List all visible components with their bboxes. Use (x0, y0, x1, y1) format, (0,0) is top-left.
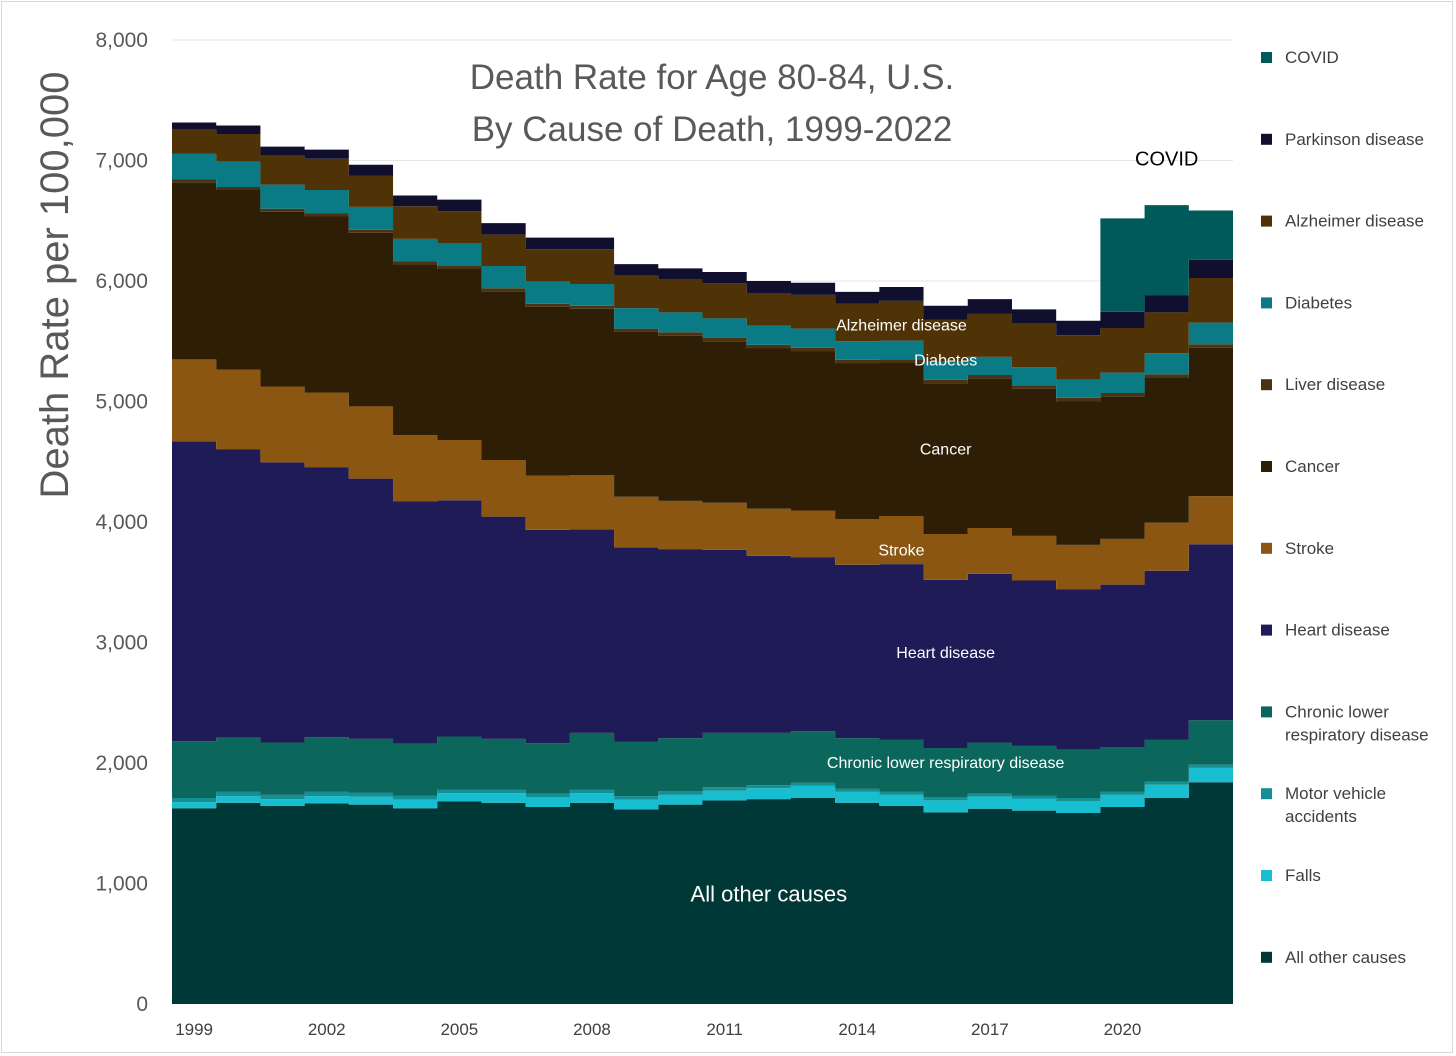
annotation-stroke: Stroke (878, 543, 924, 560)
legend-label: COVID (1285, 48, 1339, 67)
legend-item-heart-disease: Heart disease (1261, 621, 1390, 640)
x-tick-label: 2002 (308, 1020, 346, 1039)
x-tick-label: 2011 (706, 1020, 743, 1039)
y-tick-label: 1,000 (95, 873, 148, 896)
annotation-alzheimer-disease: Alzheimer disease (836, 317, 967, 334)
legend-label: Parkinson disease (1285, 130, 1424, 149)
series-area-parkinson-disease (172, 122, 1233, 336)
chart-subtitle: By Cause of Death, 1999-2022 (472, 110, 953, 149)
legend-item-covid: COVID (1261, 48, 1339, 67)
legend-swatch (1261, 52, 1272, 63)
legend-swatch (1261, 788, 1272, 800)
series-area-falls (172, 767, 1233, 814)
legend-label: Motor vehicle accidents (1285, 784, 1386, 826)
legend-item-chronic-lower-respiratory-disease: Chronic lower respiratory disease (1261, 702, 1429, 744)
series-area-all-other-causes (172, 782, 1233, 1004)
legend-item-motor-vehicle-accidents: Motor vehicle accidents (1261, 784, 1386, 826)
x-tick-label: 1999 (175, 1020, 213, 1039)
x-tick-label: 2020 (1104, 1020, 1142, 1039)
legend-label: Diabetes (1285, 293, 1352, 312)
legend-item-liver-disease: Liver disease (1261, 375, 1385, 394)
y-tick-label: 8,000 (95, 29, 148, 52)
annotation-diabetes: Diabetes (914, 352, 977, 369)
legend-label: Alzheimer disease (1285, 212, 1424, 231)
legend-swatch (1261, 542, 1272, 554)
x-tick-label: 2005 (440, 1020, 478, 1039)
legend-label: Liver disease (1285, 375, 1385, 394)
area-annotations: All other causes Chronic lower respirator… (691, 148, 1199, 906)
series-area-diabetes (172, 153, 1233, 398)
legend-swatch (1261, 379, 1272, 391)
legend-swatch (1261, 297, 1272, 309)
x-tick-label: 2017 (971, 1020, 1009, 1039)
x-tick-label: 2014 (838, 1020, 876, 1039)
y-tick-label: 7,000 (95, 150, 148, 173)
legend-item-cancer: Cancer (1261, 457, 1340, 476)
y-tick-label: 2,000 (95, 752, 148, 775)
y-tick-label: 4,000 (95, 511, 148, 534)
legend-item-parkinson-disease: Parkinson disease (1261, 130, 1424, 149)
legend-item-stroke: Stroke (1261, 539, 1334, 558)
y-tick-label: 6,000 (95, 270, 148, 293)
series-areas (172, 122, 1233, 1004)
annotation-covid: COVID (1135, 148, 1198, 170)
x-axis-ticks: 1999 2002 2005 2008 2011 2014 2017 2020 (175, 1020, 1141, 1039)
y-axis-ticks: 0 1,000 2,000 3,000 4,000 5,000 6,000 7,000 8,00… (95, 29, 148, 1016)
legend-label: Heart disease (1285, 621, 1390, 640)
legend-swatch (1261, 624, 1272, 636)
series-area-covid (172, 122, 1233, 321)
legend-label: Chronic lower respiratory disease (1285, 702, 1429, 744)
legend-label: Cancer (1285, 457, 1340, 476)
legend: COVID Parkinson disease Alzheimer disease D… (1261, 48, 1429, 967)
legend-label: Stroke (1285, 539, 1334, 558)
legend-swatch (1261, 951, 1272, 963)
legend-swatch (1261, 133, 1272, 145)
x-tick-label: 2008 (573, 1020, 611, 1039)
legend-swatch (1261, 870, 1272, 881)
annotation-heart-disease: Heart disease (896, 645, 995, 662)
annotation-chronic-lower-respiratory-disease: Chronic lower respiratory disease (827, 755, 1065, 772)
legend-label: All other causes (1285, 948, 1406, 967)
legend-item-falls: Falls (1261, 866, 1321, 885)
legend-item-all-other-causes: All other causes (1261, 948, 1406, 967)
series-area-cancer (172, 182, 1233, 545)
legend-swatch (1261, 706, 1272, 718)
y-tick-label: 5,000 (95, 391, 148, 414)
chart-title: Death Rate for Age 80-84, U.S. (470, 58, 954, 97)
series-area-heart-disease (172, 441, 1233, 750)
legend-item-alzheimer-disease: Alzheimer disease (1261, 212, 1424, 231)
legend-item-diabetes: Diabetes (1261, 293, 1352, 312)
y-tick-label: 0 (136, 993, 148, 1016)
annotation-all-other-causes: All other causes (691, 882, 848, 907)
legend-label: Falls (1285, 866, 1321, 885)
y-axis-label: Death Rate per 100,000 (33, 72, 77, 499)
annotation-cancer: Cancer (920, 442, 972, 459)
legend-swatch (1261, 461, 1272, 472)
legend-swatch (1261, 215, 1272, 227)
y-tick-label: 3,000 (95, 632, 148, 655)
